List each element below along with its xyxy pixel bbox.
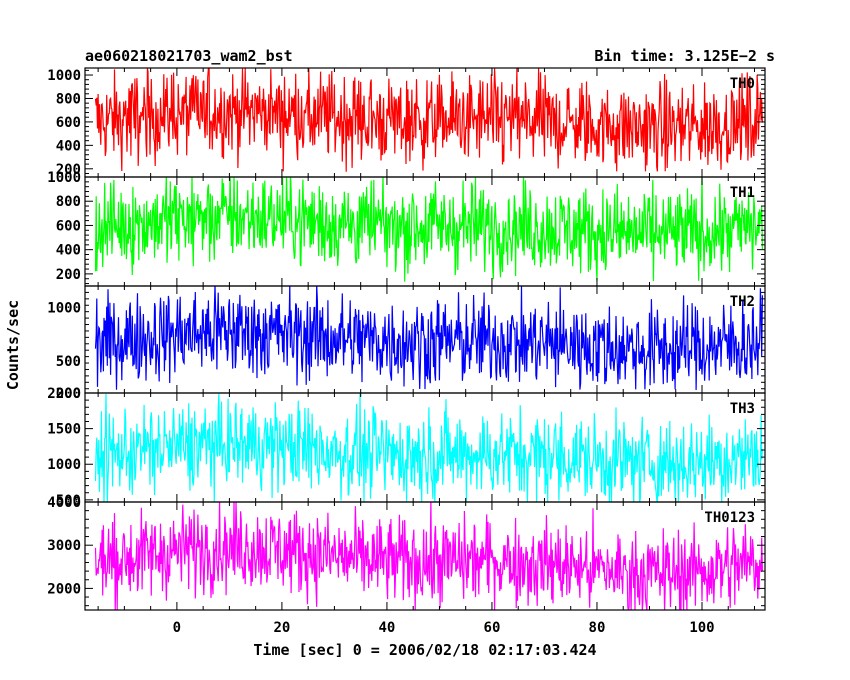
y-tick-label: 2000 (47, 581, 81, 597)
panel-th0123: 2000 3000 4000 TH0123 (47, 495, 766, 611)
y-tick-label: 200 (56, 162, 81, 178)
y-tick-label: 2000 (47, 386, 81, 402)
y-tick-label: 1000 (47, 457, 81, 473)
y-tick-label: 800 (56, 91, 81, 107)
x-tick-label: 60 (484, 620, 501, 636)
y-axis-label: Counts/sec (4, 300, 22, 390)
y-tick-label: 200 (56, 386, 81, 402)
y-tick-label: 600 (56, 218, 81, 234)
series-line-th2 (94, 286, 763, 391)
y-tick-label: 500 (56, 354, 81, 370)
x-tick-label: 100 (689, 620, 714, 636)
y-tick-label: 1000 (47, 68, 81, 84)
x-tick-label: 20 (273, 620, 290, 636)
y-tick-label: 3000 (47, 538, 81, 554)
panel-frame (84, 501, 766, 611)
panel-th1: 200 400 600 800 1000 TH1 (47, 170, 766, 287)
y-tick-label: 200 (56, 267, 81, 283)
y-tick-label: 400 (56, 243, 81, 259)
x-tick-label: 0 (173, 620, 181, 636)
y-tick-label: 1000 (47, 300, 81, 316)
series-line-th0 (94, 68, 763, 172)
y-tick-label: 1000 (47, 170, 81, 186)
panel-th2: 200 500 1000 TH2 (47, 285, 766, 402)
panel-label-th2: TH2 (730, 294, 755, 310)
y-tick-label: 1500 (47, 422, 81, 438)
panel-label-th0123: TH0123 (704, 510, 755, 526)
y-tick-label: 500 (56, 493, 81, 509)
panel-th3: 500 1000 1500 2000 TH3 (47, 386, 766, 509)
chart-title: ae060218021703_wam2_bst (85, 47, 293, 65)
series-line-th3 (94, 393, 763, 502)
x-axis-label: Time [sec] 0 = 2006/02/18 02:17:03.424 (253, 641, 596, 659)
x-tick-label: 80 (589, 620, 606, 636)
series-line-th0123 (94, 502, 763, 610)
x-axis: 0 20 40 60 80 100 (173, 620, 715, 636)
panel-th0: 200 400 600 800 1000 TH0 (47, 67, 766, 178)
series-line-th1 (94, 177, 763, 282)
panel-label-th1: TH1 (730, 185, 755, 201)
panel-label-th0: TH0 (730, 76, 755, 92)
bin-time-label: Bin time: 3.125E−2 s (594, 47, 775, 65)
y-tick-label: 800 (56, 194, 81, 210)
y-tick-label: 600 (56, 115, 81, 131)
x-tick-label: 40 (379, 620, 396, 636)
y-tick-label: 400 (56, 138, 81, 154)
panel-label-th3: TH3 (730, 401, 755, 417)
y-tick-label: 4000 (47, 495, 81, 511)
